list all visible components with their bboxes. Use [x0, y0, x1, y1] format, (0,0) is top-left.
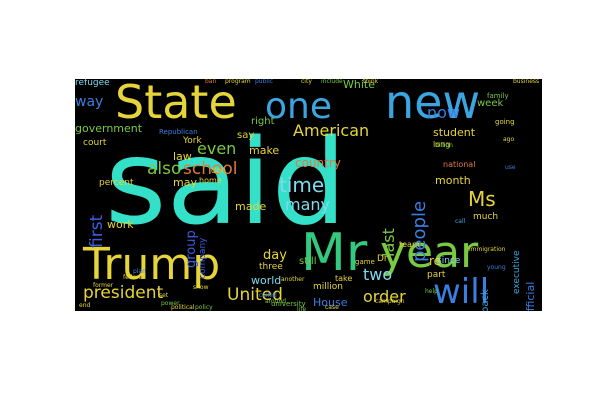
word-government: government — [75, 122, 143, 135]
word-call: call — [455, 218, 466, 225]
word-new: new — [385, 79, 481, 129]
word-much: much — [473, 212, 499, 222]
word-campaign: campaign — [375, 298, 405, 305]
word-right: right — [251, 116, 275, 127]
word-million: million — [313, 282, 343, 292]
word-way: way — [75, 94, 104, 110]
word-end: end — [79, 302, 91, 309]
word-world: world — [251, 274, 282, 287]
word-immigration: immigration — [469, 246, 506, 253]
word-company: company — [198, 237, 208, 279]
word-power: power — [161, 300, 180, 307]
word-state: State — [115, 79, 237, 129]
word-set: set — [159, 292, 169, 299]
word-case: case — [325, 304, 339, 311]
word-plan: plan — [133, 268, 146, 275]
word-school: school — [183, 159, 238, 179]
word-program: program — [225, 79, 251, 85]
word-percent: percent — [99, 178, 134, 188]
word-made: made — [235, 200, 267, 213]
word-city: city — [301, 79, 312, 85]
word-trump: Trump — [83, 239, 221, 290]
word-political: political — [171, 304, 195, 311]
word-republican: Republican — [159, 128, 198, 136]
word-say: say — [237, 130, 255, 141]
word-another: another — [281, 276, 305, 283]
word-think: think — [363, 79, 379, 85]
word-student: student — [433, 126, 476, 139]
word-still: still — [299, 256, 317, 267]
word-american: American — [293, 121, 370, 140]
word-even: even — [197, 139, 237, 158]
word-refugee: refugee — [75, 79, 110, 88]
word-young: young — [487, 264, 506, 271]
word-united: United — [227, 285, 283, 305]
word-law: law — [173, 150, 192, 163]
word-order: order — [363, 287, 406, 306]
word-cloud: said Mr new State one Trump year will people time… — [75, 79, 542, 311]
word-around: around — [265, 298, 287, 305]
word-year: year — [380, 227, 479, 278]
word-policy: policy — [195, 304, 213, 311]
word-show: show — [193, 284, 209, 291]
word-don: don — [211, 166, 227, 175]
word-national: national — [443, 160, 476, 169]
word-official: official — [524, 281, 537, 311]
word-first: first — [87, 214, 107, 248]
word-president: president — [83, 283, 164, 303]
word-family: family — [487, 92, 509, 100]
word-re: re — [429, 254, 442, 268]
word-said: said — [105, 113, 347, 251]
word-work: work — [107, 218, 134, 231]
word-home: home — [199, 176, 222, 185]
word-month: month — [435, 174, 471, 187]
word-also: also — [147, 159, 182, 179]
word-day: day — [263, 248, 287, 263]
word-white: White — [343, 79, 375, 91]
word-ms: Ms — [468, 187, 496, 211]
word-york: York — [183, 136, 202, 146]
word-life: life — [297, 306, 307, 312]
word-going: going — [495, 118, 515, 126]
word-include: include — [321, 79, 343, 85]
word-executive: executive — [512, 250, 522, 294]
word-group: group — [184, 230, 199, 268]
word-three: three — [259, 262, 283, 272]
word-ago: ago — [503, 136, 515, 143]
word-team: team — [399, 240, 420, 249]
word-take: take — [335, 274, 353, 283]
word-use: use — [505, 164, 516, 171]
word-long: long — [433, 140, 451, 149]
word-people: people — [409, 200, 430, 262]
word-game: game — [355, 258, 375, 266]
word-back: back — [480, 289, 491, 311]
word-country: country — [295, 156, 341, 170]
word-former: former — [93, 282, 114, 289]
word-many: many — [285, 195, 330, 214]
word-federal: federal — [123, 274, 145, 281]
word-part: part — [427, 270, 446, 280]
word-dr: Dr — [377, 254, 388, 264]
word-house: House — [313, 296, 348, 309]
word-mr: Mr — [301, 223, 368, 283]
word-two: two — [363, 265, 393, 284]
word-called: called — [259, 292, 277, 299]
word-may: may — [173, 176, 197, 189]
word-ban: ban — [205, 79, 217, 85]
word-business: business — [513, 79, 540, 85]
word-time: time — [279, 173, 325, 197]
word-help: help — [425, 288, 438, 295]
word-public: public — [255, 79, 274, 85]
word-week: week — [477, 98, 504, 109]
word-one: one — [265, 86, 332, 127]
word-court: court — [83, 138, 107, 148]
word-will: will — [433, 272, 490, 311]
word-billion: billion — [435, 142, 453, 149]
word-university: university — [271, 300, 306, 308]
word-now: now — [427, 103, 461, 122]
word-make: make — [249, 144, 280, 157]
word-since: since — [437, 256, 461, 266]
